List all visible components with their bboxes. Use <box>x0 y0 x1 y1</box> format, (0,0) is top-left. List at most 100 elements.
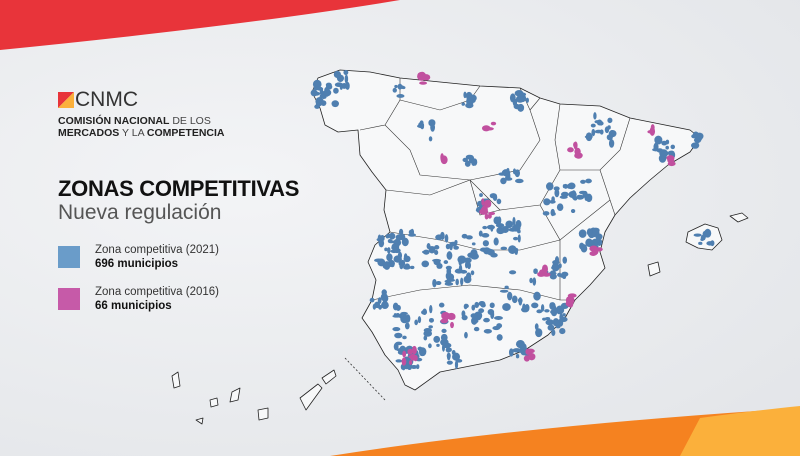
zone-municipality <box>315 86 324 91</box>
zone-municipality <box>411 345 417 355</box>
zone-municipality <box>554 188 560 198</box>
zone-municipality <box>536 309 543 314</box>
zone-municipality <box>504 285 509 290</box>
zone-municipality <box>434 245 440 250</box>
lanzarote <box>321 369 337 385</box>
zone-municipality <box>599 129 604 135</box>
zone-municipality <box>650 124 655 132</box>
zone-municipality <box>440 231 445 241</box>
gran-canaria <box>257 407 269 421</box>
zone-municipality <box>384 247 388 252</box>
zone-municipality <box>549 273 557 280</box>
la-palma <box>171 371 181 389</box>
zone-municipality <box>591 128 596 137</box>
zone-municipality <box>698 241 703 245</box>
zone-municipality <box>428 317 434 323</box>
zone-municipality <box>421 260 430 268</box>
region-borders <box>359 78 631 301</box>
zone-municipality <box>432 278 437 288</box>
zone-municipality <box>585 132 593 142</box>
zone-municipality <box>394 332 403 339</box>
zone-municipality <box>499 289 509 293</box>
zone-municipality <box>417 346 423 351</box>
zone-municipality <box>388 240 395 244</box>
zone-municipality <box>525 348 531 355</box>
zone-municipality <box>419 350 425 357</box>
zone-municipality <box>385 234 390 239</box>
zone-municipality <box>479 247 488 252</box>
zone-municipality <box>400 311 408 316</box>
zone-municipality <box>391 243 400 251</box>
zone-municipality <box>432 258 442 263</box>
zone-municipality <box>422 74 431 81</box>
zone-municipality <box>410 365 418 369</box>
zone-municipality <box>654 135 663 145</box>
zone-municipality <box>515 354 520 359</box>
zone-municipality <box>383 261 391 270</box>
zone-municipality <box>446 352 451 359</box>
zone-municipality <box>559 328 566 335</box>
zone-municipality <box>442 342 452 349</box>
zone-municipality <box>372 303 377 310</box>
zone-municipality <box>444 279 452 284</box>
zone-municipality <box>395 304 401 311</box>
zone-municipality <box>551 329 556 337</box>
page-subtitle: Nueva regulación <box>58 201 222 224</box>
zone-municipality <box>444 282 454 286</box>
zone-municipality <box>573 141 577 148</box>
zone-municipality <box>474 301 480 309</box>
zone-municipality <box>392 327 401 332</box>
zone-municipality <box>481 233 490 238</box>
zone-municipality <box>533 291 541 301</box>
el-hierro <box>195 417 204 425</box>
zone-municipality <box>539 269 548 277</box>
zone-municipality <box>578 229 587 238</box>
zone-municipality <box>570 208 576 214</box>
zone-municipality <box>511 295 518 304</box>
zone-municipality <box>496 334 503 341</box>
zone-municipality <box>345 81 350 90</box>
legend-swatch <box>58 288 80 310</box>
zone-municipality <box>509 270 517 275</box>
zone-municipality <box>585 193 593 203</box>
zone-municipality <box>670 144 676 150</box>
zone-municipality <box>693 233 702 237</box>
zone-municipality <box>647 130 654 134</box>
zone-municipality <box>500 177 507 185</box>
zone-municipality <box>557 272 562 277</box>
zone-municipality <box>486 249 495 256</box>
zone-municipality <box>423 327 432 333</box>
zone-municipality <box>665 145 669 150</box>
zone-municipality <box>463 275 472 284</box>
zone-municipality <box>487 213 492 219</box>
zone-municipality <box>483 317 490 323</box>
zone-municipality <box>517 234 521 243</box>
zone-municipality <box>565 295 575 305</box>
zone-municipality <box>507 291 513 301</box>
zone-municipality <box>513 103 521 110</box>
zone-municipality <box>443 260 449 265</box>
zone-municipality <box>514 247 519 253</box>
zone-municipality <box>547 324 555 331</box>
logo-subtitle: COMISIÓN NACIONAL DE LOS MERCADOS Y LA C… <box>58 115 225 139</box>
zone-municipality <box>512 216 516 226</box>
zone-municipality <box>466 97 474 106</box>
zone-municipality <box>409 265 415 270</box>
zone-municipality <box>528 353 536 361</box>
zone-municipality <box>405 314 411 323</box>
zone-municipality <box>420 123 425 130</box>
zone-municipality <box>396 94 405 98</box>
zone-municipality <box>453 245 459 250</box>
zone-municipality <box>310 89 318 97</box>
zone-municipality <box>414 319 419 326</box>
zone-municipality <box>534 323 539 331</box>
zone-municipality <box>462 157 469 163</box>
zone-municipality <box>515 95 525 103</box>
zone-municipality <box>595 233 603 240</box>
zone-municipality <box>470 253 479 260</box>
zone-municipality <box>404 263 410 270</box>
zone-municipality <box>592 227 600 234</box>
zone-municipality <box>455 278 459 286</box>
zone-municipality <box>552 259 560 265</box>
zone-municipality <box>473 326 480 332</box>
